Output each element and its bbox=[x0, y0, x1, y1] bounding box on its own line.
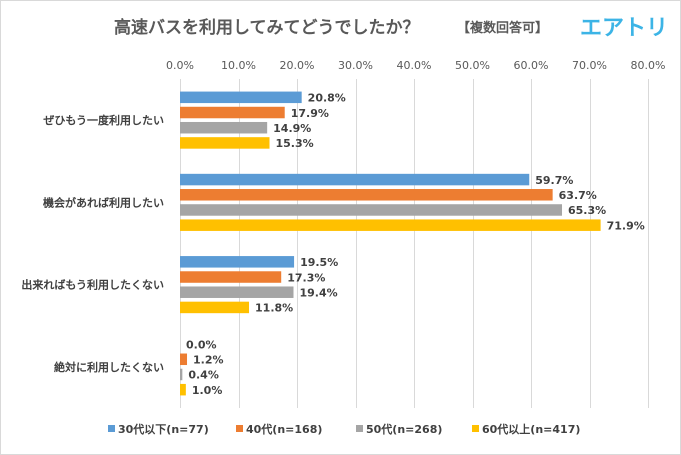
bar bbox=[180, 121, 268, 134]
x-axis-ticks: 0.0% 10.0% 20.0% 30.0% 40.0% 50.0% 60.0% 70.0% 8… bbox=[166, 59, 665, 72]
brand-logo: エアトリ bbox=[580, 16, 668, 41]
data-label: 17.3% bbox=[287, 271, 325, 284]
x-tick-label: 50.0% bbox=[455, 59, 490, 72]
data-label: 15.3% bbox=[276, 137, 314, 150]
data-labels: 20.8% 17.9% 14.9% 15.3% 59.7% 63.7% 65.3%71.9%… bbox=[186, 92, 645, 397]
category-label: 機会があれば利用したい bbox=[43, 195, 164, 209]
legend-swatch bbox=[356, 425, 363, 432]
category-label: ぜひもう一度利用したい bbox=[43, 113, 164, 127]
data-label: 11.8% bbox=[255, 302, 293, 315]
category-label: 出来ればもう利用したくない bbox=[21, 278, 164, 292]
chart-title: 高速バスを利用してみてどうでしたか？ bbox=[114, 17, 420, 38]
data-label: 0.4% bbox=[188, 369, 219, 382]
bar bbox=[180, 137, 270, 149]
bar bbox=[180, 219, 601, 231]
bar bbox=[180, 301, 250, 314]
bar bbox=[180, 189, 553, 201]
legend-entry: 60代以上(n=417) bbox=[482, 422, 580, 436]
data-label: 20.8% bbox=[308, 92, 346, 105]
bar bbox=[180, 353, 188, 366]
x-tick-label: 80.0% bbox=[631, 59, 666, 72]
data-label: 19.4% bbox=[299, 286, 337, 299]
data-label: 17.9% bbox=[291, 107, 329, 120]
legend-swatch bbox=[472, 425, 479, 432]
bar bbox=[180, 91, 302, 104]
data-label: 65.3% bbox=[568, 204, 606, 217]
x-tick-label: 70.0% bbox=[572, 59, 607, 72]
x-tick-label: 10.0% bbox=[221, 59, 256, 72]
data-label: 19.5% bbox=[300, 256, 338, 269]
legend-swatch bbox=[236, 425, 243, 432]
legend-entry: 40代(n=168) bbox=[246, 422, 322, 436]
bar bbox=[180, 286, 294, 298]
legend: 30代以下(n=77) 40代(n=168) 50代(n=268) 60代以上(n=4… bbox=[108, 422, 580, 436]
category-label: 絶対に利用したくない bbox=[54, 360, 164, 374]
x-tick-label: 0.0% bbox=[166, 59, 194, 72]
x-tick-label: 40.0% bbox=[397, 59, 432, 72]
bar bbox=[180, 106, 285, 119]
chart-subtitle: 【複数回答可】 bbox=[457, 20, 548, 36]
data-label: 1.2% bbox=[193, 354, 224, 367]
bar bbox=[180, 173, 530, 186]
bar bbox=[180, 204, 563, 216]
gridlines bbox=[180, 79, 649, 408]
data-label: 14.9% bbox=[273, 122, 311, 135]
bar bbox=[180, 271, 282, 283]
bar bbox=[180, 383, 186, 396]
legend-entry: 50代(n=268) bbox=[366, 422, 442, 436]
x-tick-label: 30.0% bbox=[338, 59, 373, 72]
legend-entry: 30代以下(n=77) bbox=[118, 422, 209, 436]
data-label: 59.7% bbox=[535, 174, 573, 187]
bar bbox=[180, 256, 295, 268]
bar bbox=[180, 368, 183, 381]
data-label: 63.7% bbox=[559, 189, 597, 202]
x-tick-label: 20.0% bbox=[280, 59, 315, 72]
data-label: 1.0% bbox=[192, 384, 223, 397]
category-labels: ぜひもう一度利用したい機会があれば利用したい出来ればもう利用したくない絶対に利用… bbox=[21, 113, 164, 374]
x-tick-label: 60.0% bbox=[514, 59, 549, 72]
data-label: 0.0% bbox=[186, 338, 217, 351]
bars bbox=[180, 91, 601, 396]
data-label: 71.9% bbox=[607, 219, 645, 232]
legend-swatch bbox=[108, 425, 115, 432]
